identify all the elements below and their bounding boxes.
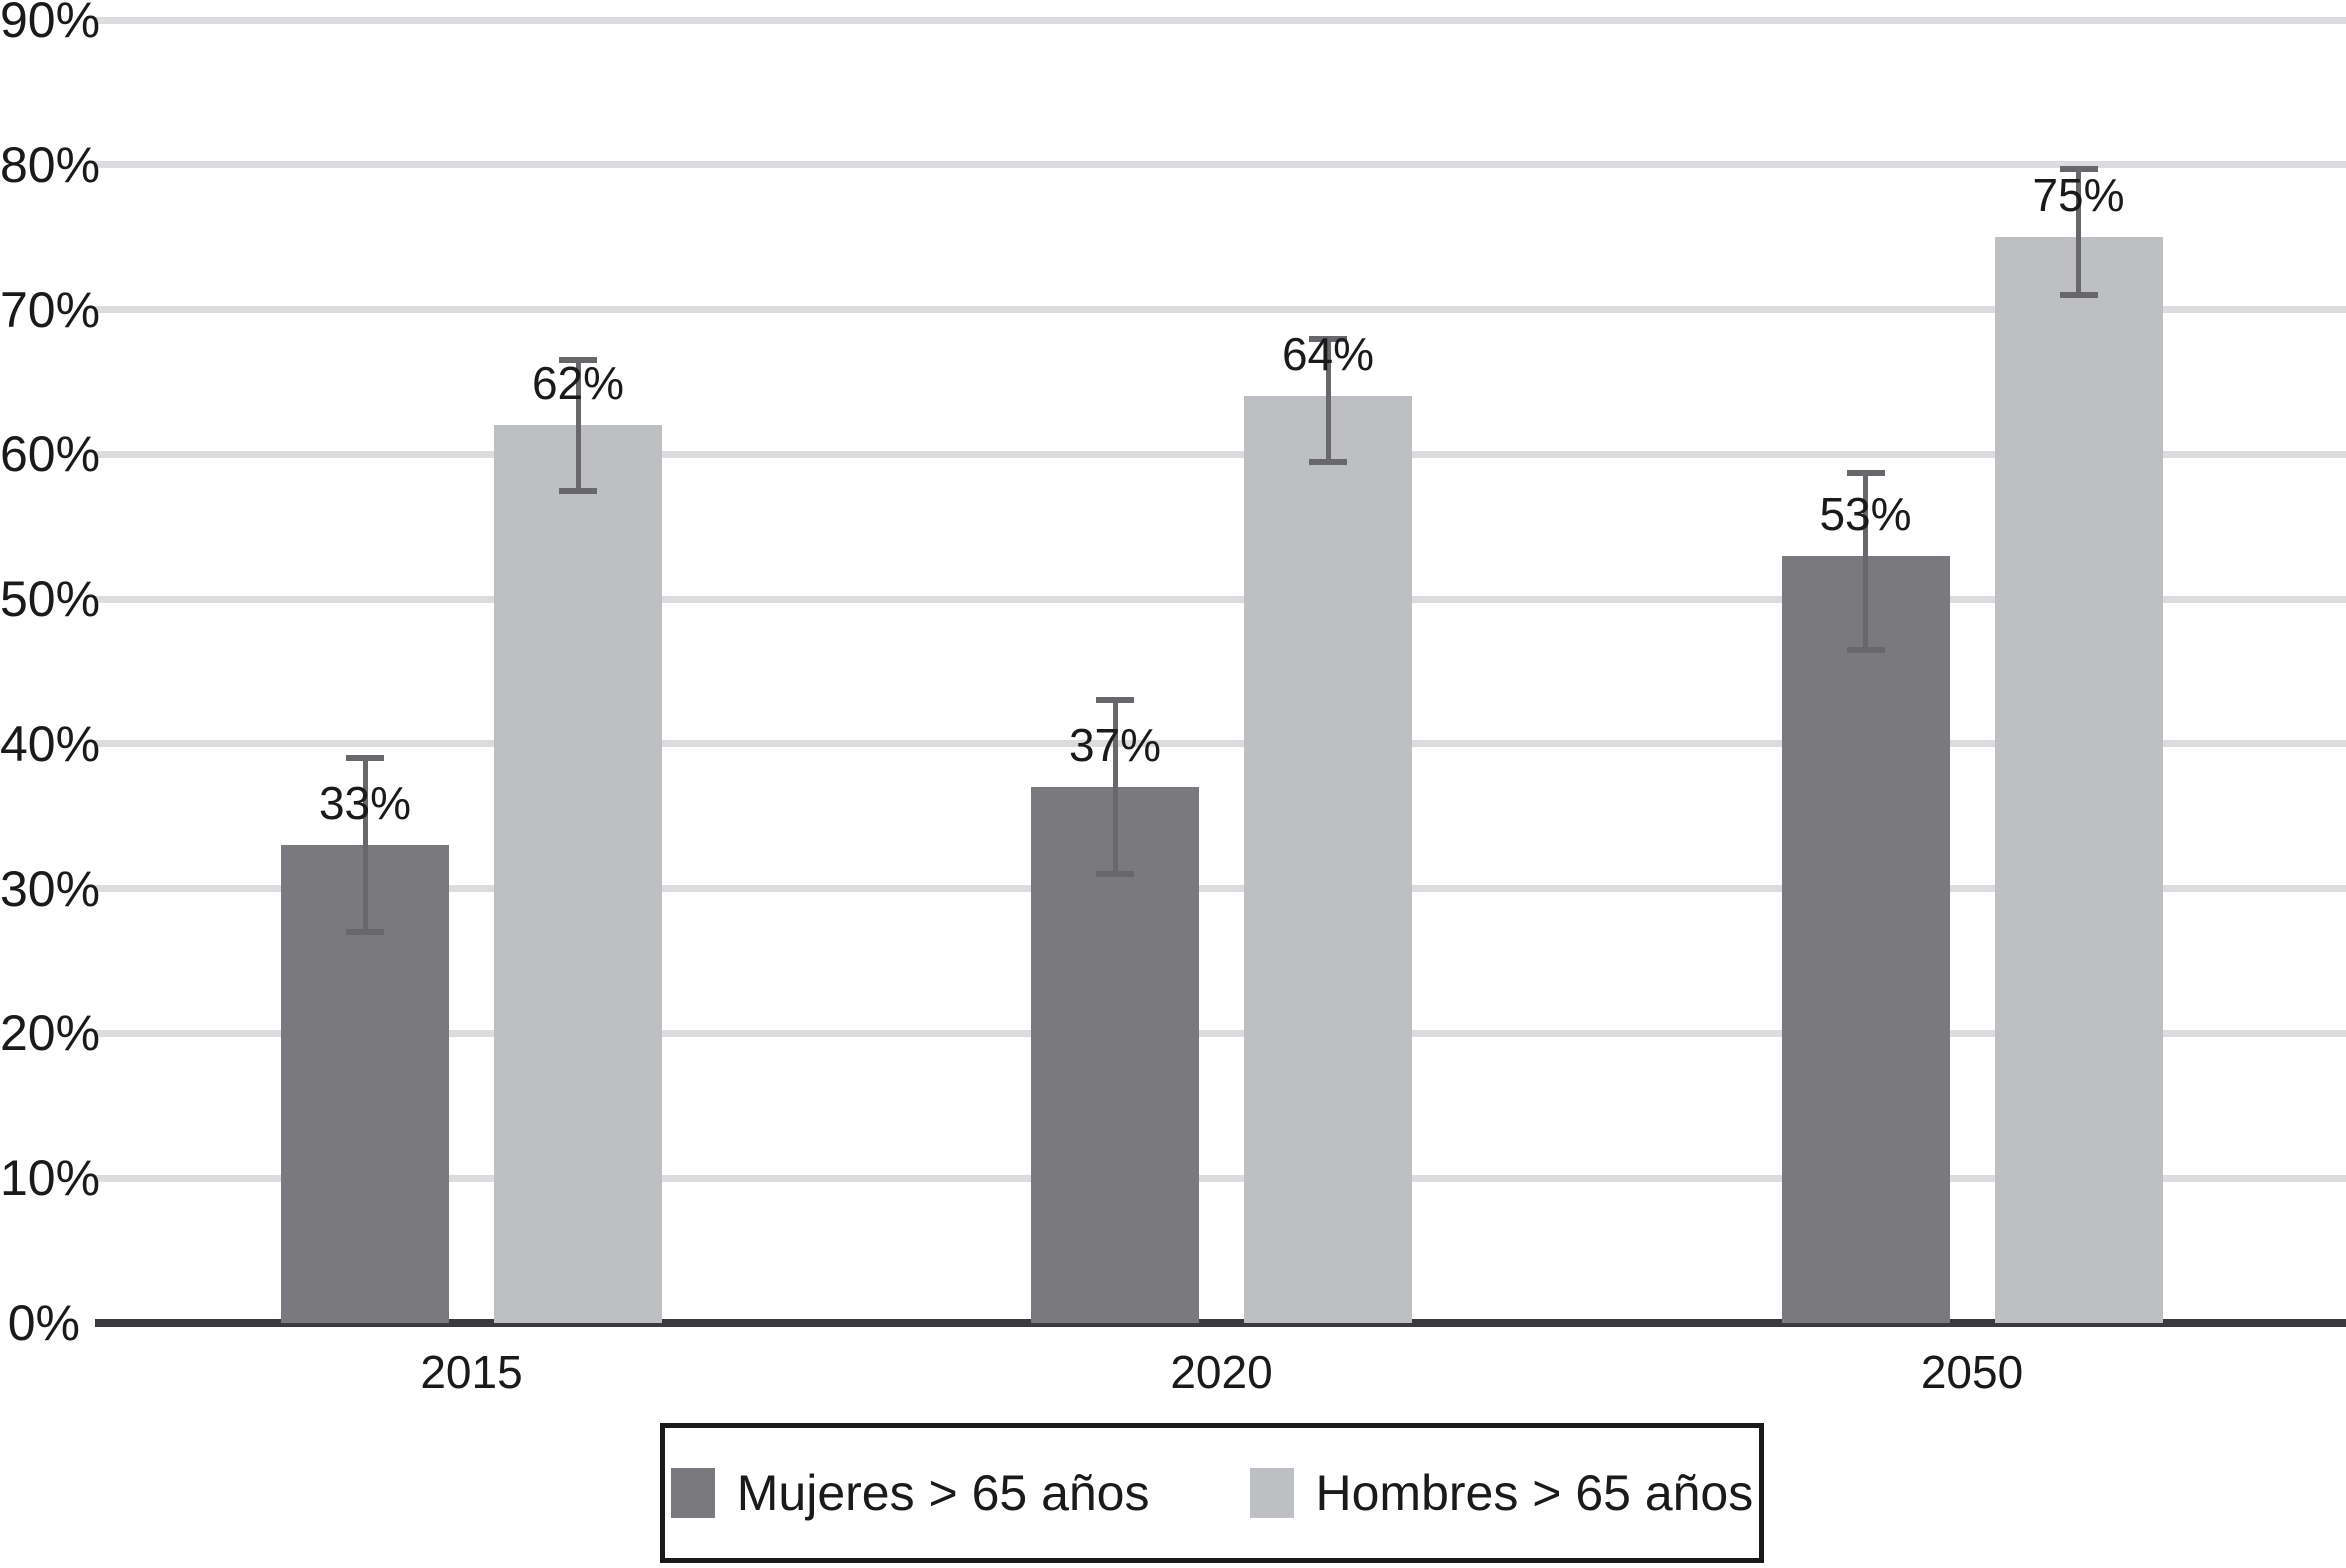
error-bar-line-hombres-2015 (575, 360, 581, 491)
error-bar-cap-top-mujeres-2015 (346, 755, 384, 762)
gridline-70 (95, 306, 2346, 314)
y-axis-tick-label-70: 70% (0, 281, 101, 338)
error-bar-line-hombres-2020 (1325, 338, 1331, 462)
error-bar-line-hombres-2050 (2076, 169, 2081, 296)
error-bar-cap-bottom-hombres-2020 (1309, 458, 1347, 465)
error-bar-cap-bottom-mujeres-2020 (1096, 871, 1134, 878)
gridline-90 (95, 16, 2346, 24)
bar-value-label-mujeres-2020: 37% (1068, 719, 1162, 772)
legend-item-mujeres: Mujeres > 65 años (670, 1464, 1150, 1522)
error-bar-cap-bottom-hombres-2050 (2059, 292, 2098, 299)
x-axis-category-label-2050: 2050 (1920, 1346, 2024, 1398)
gridline-20 (95, 1029, 2346, 1037)
y-axis-tick-label-40: 40% (0, 715, 101, 772)
x-axis-category-label-2015: 2015 (420, 1346, 523, 1398)
y-axis-tick-label-80: 80% (0, 136, 101, 193)
x-axis-line (95, 1319, 2346, 1327)
bar-value-label-hombres-2050: 75% (2032, 169, 2125, 222)
error-bar-cap-bottom-mujeres-2015 (346, 929, 384, 936)
bar-value-label-hombres-2020: 64% (1281, 328, 1375, 381)
error-bar-cap-top-hombres-2050 (2059, 166, 2098, 173)
bar-value-label-mujeres-2050: 53% (1819, 487, 1912, 540)
bar-value-label-mujeres-2015: 33% (318, 777, 412, 830)
y-axis-tick-label-90: 90% (0, 0, 101, 48)
y-axis-tick-label-50: 50% (0, 571, 101, 628)
gridline-30 (95, 885, 2346, 893)
y-axis-tick-label-30: 30% (0, 860, 101, 917)
gridline-60 (95, 450, 2346, 458)
bar-value-label-hombres-2015: 62% (531, 357, 625, 410)
legend-label-mujeres: Mujeres > 65 años (736, 1465, 1150, 1521)
bar-hombres-2050 (1994, 237, 2163, 1323)
gridline-80 (95, 161, 2346, 169)
gridline-50 (95, 595, 2346, 603)
y-axis-tick-label-10: 10% (0, 1150, 101, 1207)
legend-item-hombres: Hombres > 65 años (1249, 1464, 1754, 1522)
bar-hombres-2020 (1244, 396, 1412, 1323)
error-bar-cap-top-hombres-2020 (1309, 335, 1347, 342)
error-bar-cap-bottom-mujeres-2050 (1846, 646, 1885, 653)
error-bar-cap-top-mujeres-2050 (1846, 470, 1885, 477)
error-bar-line-mujeres-2050 (1863, 473, 1868, 650)
y-axis-tick-label-0: 0% (7, 1295, 80, 1351)
legend-label-hombres: Hombres > 65 años (1315, 1465, 1754, 1521)
x-axis-category-label-2020: 2020 (1170, 1346, 1273, 1398)
error-bar-cap-top-hombres-2015 (559, 357, 597, 364)
legend-swatch-mujeres (670, 1468, 715, 1518)
gridline-10 (95, 1174, 2346, 1182)
y-axis-tick-label-20: 20% (0, 1005, 101, 1062)
bar-mujeres-2050 (1781, 555, 1950, 1323)
error-bar-cap-top-mujeres-2020 (1096, 697, 1134, 704)
legend-swatch-hombres (1249, 1468, 1294, 1518)
legend: Mujeres > 65 años Hombres > 65 años (660, 1423, 1764, 1563)
bar-hombres-2015 (494, 425, 662, 1323)
error-bar-line-mujeres-2020 (1112, 700, 1118, 875)
error-bar-line-mujeres-2015 (362, 758, 368, 933)
error-bar-cap-bottom-hombres-2015 (559, 487, 597, 494)
y-axis-tick-label-60: 60% (0, 426, 101, 483)
gridline-40 (95, 740, 2346, 748)
